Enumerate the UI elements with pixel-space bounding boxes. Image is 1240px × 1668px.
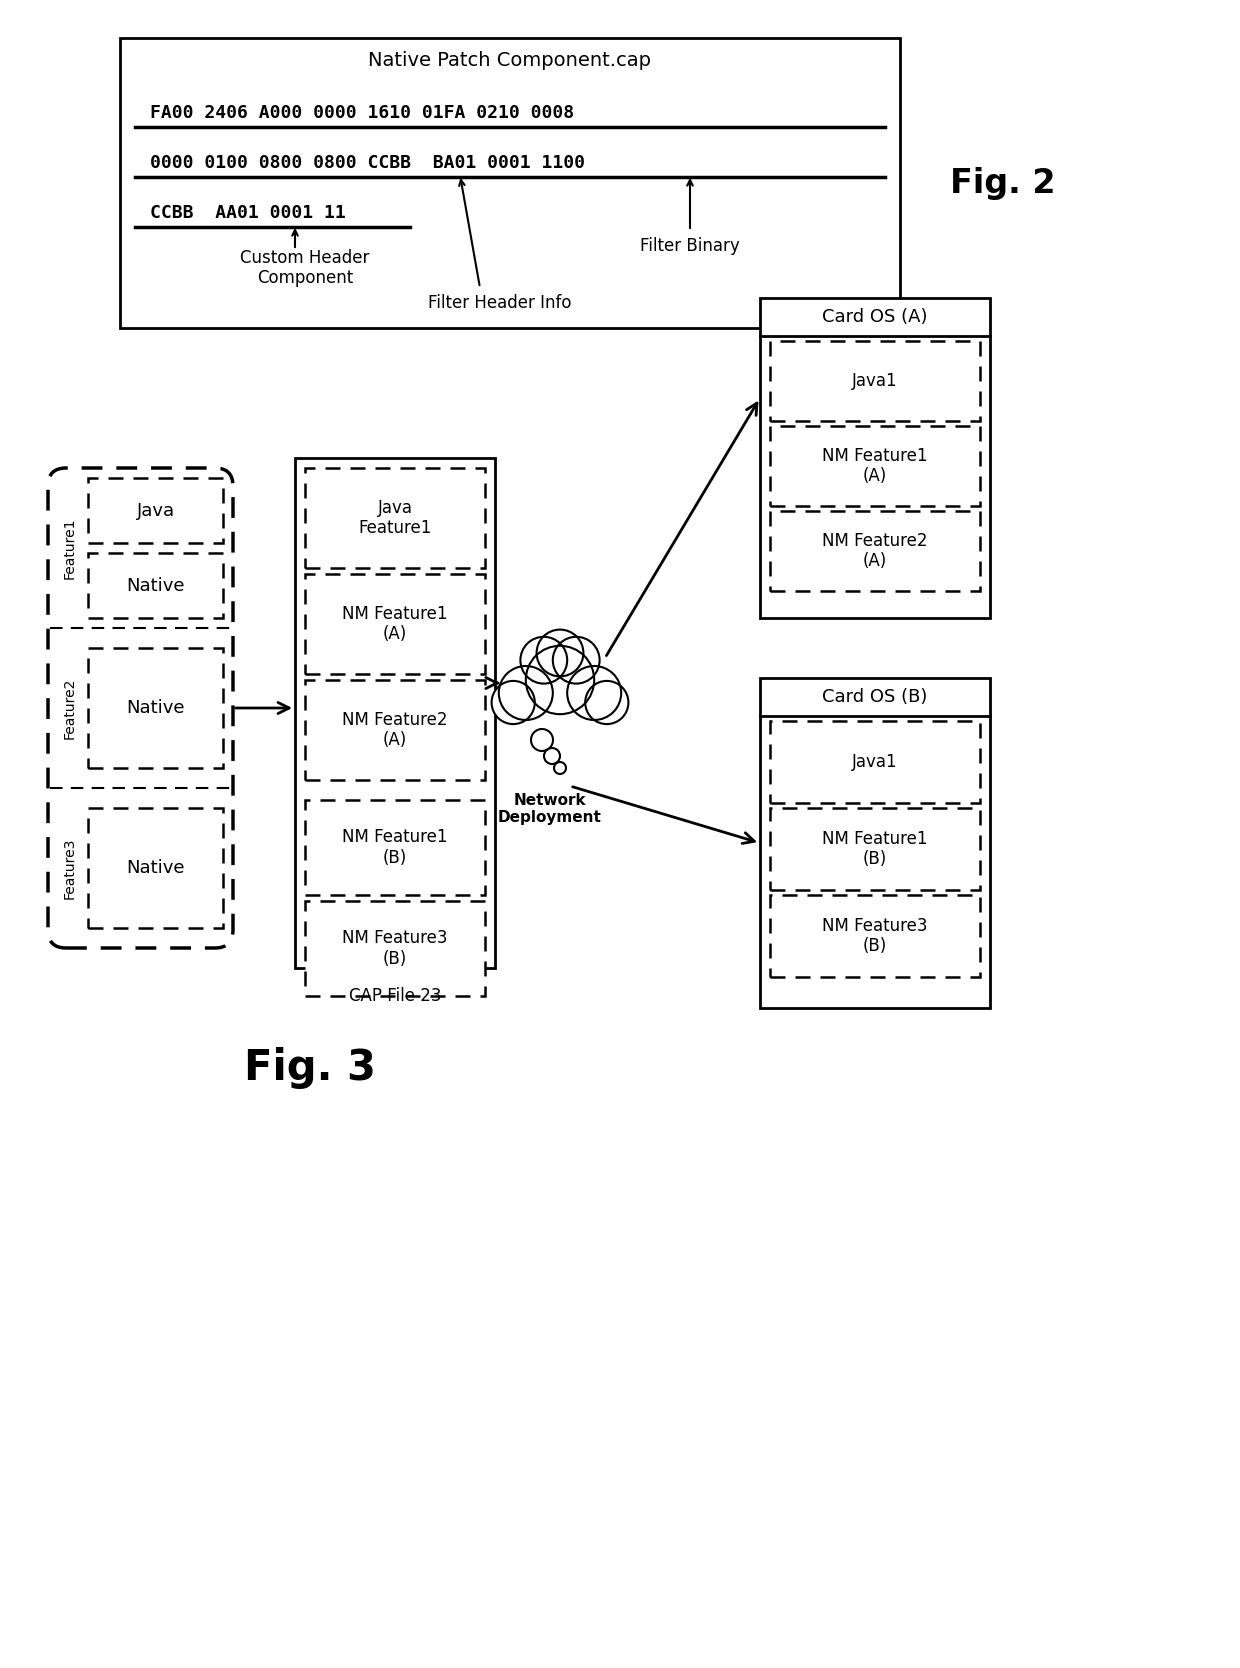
Circle shape: [554, 762, 565, 774]
FancyBboxPatch shape: [770, 807, 980, 891]
Text: Filter Binary: Filter Binary: [640, 237, 740, 255]
Text: Native Patch Component.cap: Native Patch Component.cap: [368, 50, 651, 70]
FancyBboxPatch shape: [120, 38, 900, 329]
Text: NM Feature1
(B): NM Feature1 (B): [342, 827, 448, 867]
FancyBboxPatch shape: [770, 721, 980, 802]
Text: CCBB  AA01 0001 11: CCBB AA01 0001 11: [150, 203, 346, 222]
Circle shape: [531, 729, 553, 751]
FancyBboxPatch shape: [770, 340, 980, 420]
Text: Feature1: Feature1: [63, 517, 77, 579]
Text: NM Feature2
(A): NM Feature2 (A): [342, 711, 448, 749]
Text: NM Feature1
(A): NM Feature1 (A): [342, 604, 448, 644]
Text: NM Feature1
(A): NM Feature1 (A): [822, 447, 928, 485]
Text: Native: Native: [126, 859, 185, 877]
Text: Java
Feature1: Java Feature1: [358, 499, 432, 537]
Text: 0000 0100 0800 0800 CCBB  BA01 0001 1100: 0000 0100 0800 0800 CCBB BA01 0001 1100: [150, 153, 585, 172]
FancyBboxPatch shape: [305, 681, 485, 781]
Text: NM Feature1
(B): NM Feature1 (B): [822, 829, 928, 869]
Text: CAP File 23: CAP File 23: [348, 987, 441, 1006]
Text: Custom Header
Component: Custom Header Component: [241, 249, 370, 287]
FancyBboxPatch shape: [760, 677, 990, 1007]
FancyBboxPatch shape: [295, 459, 495, 967]
Circle shape: [567, 666, 621, 721]
Text: NM Feature3
(B): NM Feature3 (B): [342, 929, 448, 967]
Text: NM Feature2
(A): NM Feature2 (A): [822, 532, 928, 570]
Circle shape: [544, 747, 560, 764]
FancyBboxPatch shape: [305, 801, 485, 896]
FancyBboxPatch shape: [88, 807, 223, 927]
Text: NM Feature3
(B): NM Feature3 (B): [822, 917, 928, 956]
Text: Filter Header Info: Filter Header Info: [428, 294, 572, 312]
FancyBboxPatch shape: [88, 647, 223, 767]
Circle shape: [537, 629, 583, 677]
Text: Java1: Java1: [852, 372, 898, 390]
Text: Fig. 2: Fig. 2: [950, 167, 1055, 200]
Text: Network
Deployment: Network Deployment: [498, 792, 601, 826]
Text: Native: Native: [126, 577, 185, 594]
Text: Java: Java: [136, 502, 175, 519]
Text: Native: Native: [126, 699, 185, 717]
Text: Card OS (B): Card OS (B): [822, 687, 928, 706]
Circle shape: [521, 637, 567, 684]
Text: Feature3: Feature3: [63, 837, 77, 899]
Circle shape: [526, 646, 594, 714]
FancyBboxPatch shape: [88, 479, 223, 544]
Circle shape: [491, 681, 534, 724]
Circle shape: [585, 681, 629, 724]
FancyBboxPatch shape: [770, 896, 980, 977]
FancyBboxPatch shape: [760, 299, 990, 619]
Text: Fig. 3: Fig. 3: [244, 1048, 376, 1089]
Circle shape: [553, 637, 600, 684]
Text: Java1: Java1: [852, 752, 898, 771]
FancyBboxPatch shape: [770, 510, 980, 590]
FancyBboxPatch shape: [770, 425, 980, 505]
FancyBboxPatch shape: [305, 469, 485, 569]
Text: Card OS (A): Card OS (A): [822, 309, 928, 325]
FancyBboxPatch shape: [48, 469, 233, 947]
FancyBboxPatch shape: [305, 901, 485, 996]
FancyBboxPatch shape: [305, 574, 485, 674]
Text: FA00 2406 A000 0000 1610 01FA 0210 0008: FA00 2406 A000 0000 1610 01FA 0210 0008: [150, 103, 574, 122]
Text: Feature2: Feature2: [63, 677, 77, 739]
Circle shape: [498, 666, 553, 721]
FancyBboxPatch shape: [88, 554, 223, 619]
